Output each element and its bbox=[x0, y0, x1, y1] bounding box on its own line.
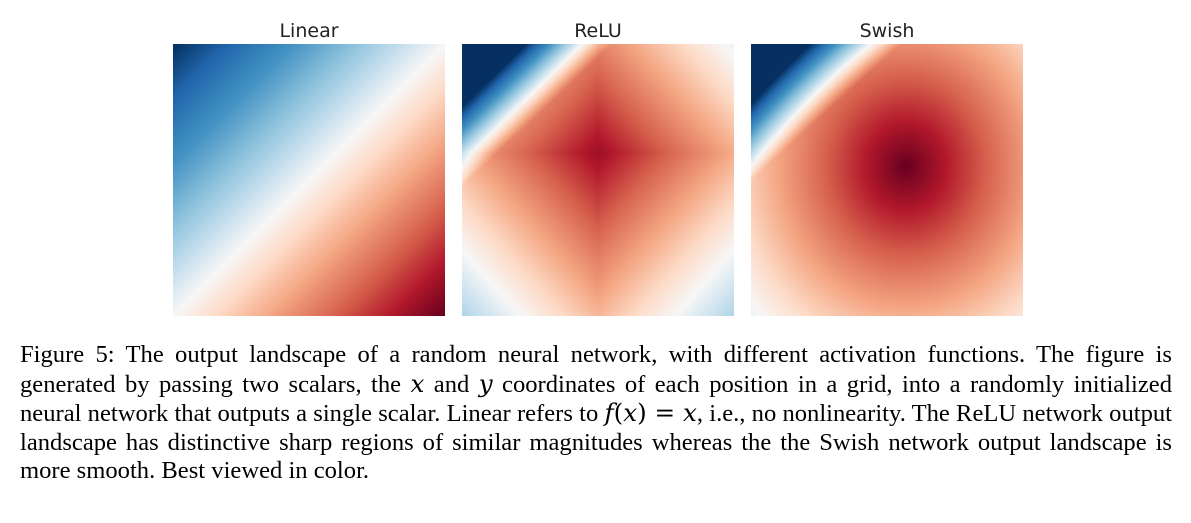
caption-seg-1: The output landscape of a random neural … bbox=[20, 341, 1172, 398]
caption-math-eq: = bbox=[646, 398, 684, 427]
panel-title-swish: Swish bbox=[859, 20, 915, 42]
heatmap-relu bbox=[462, 44, 734, 316]
panel-title-linear: Linear bbox=[279, 20, 339, 42]
caption-text: Figure 5: The output landscape of a rand… bbox=[20, 341, 1172, 486]
caption-var-x: x bbox=[410, 368, 425, 398]
caption-math-f: f bbox=[604, 398, 614, 427]
caption-seg-2: and bbox=[424, 370, 479, 398]
caption-math-arg: x bbox=[623, 398, 638, 427]
caption-var-y: y bbox=[478, 368, 493, 398]
heatmap-swish bbox=[751, 44, 1023, 316]
panel-title-relu: ReLU bbox=[574, 20, 622, 42]
figure-caption: Figure 5: The output landscape of a rand… bbox=[20, 341, 1172, 486]
caption-seg-3: coordinates of each position in a grid, … bbox=[20, 370, 1172, 428]
caption-label: Figure 5: bbox=[20, 341, 115, 368]
caption-math-paren-close: ) bbox=[637, 398, 647, 427]
caption-math-rhs: x bbox=[683, 398, 697, 427]
figure-5: Linear ReLU Swish bbox=[173, 20, 1023, 316]
caption-math-paren-open: ( bbox=[613, 398, 624, 427]
caption-seg-4: , i.e., no nonlinearity. The ReLU networ… bbox=[20, 400, 1172, 484]
heatmap-linear bbox=[173, 44, 445, 316]
